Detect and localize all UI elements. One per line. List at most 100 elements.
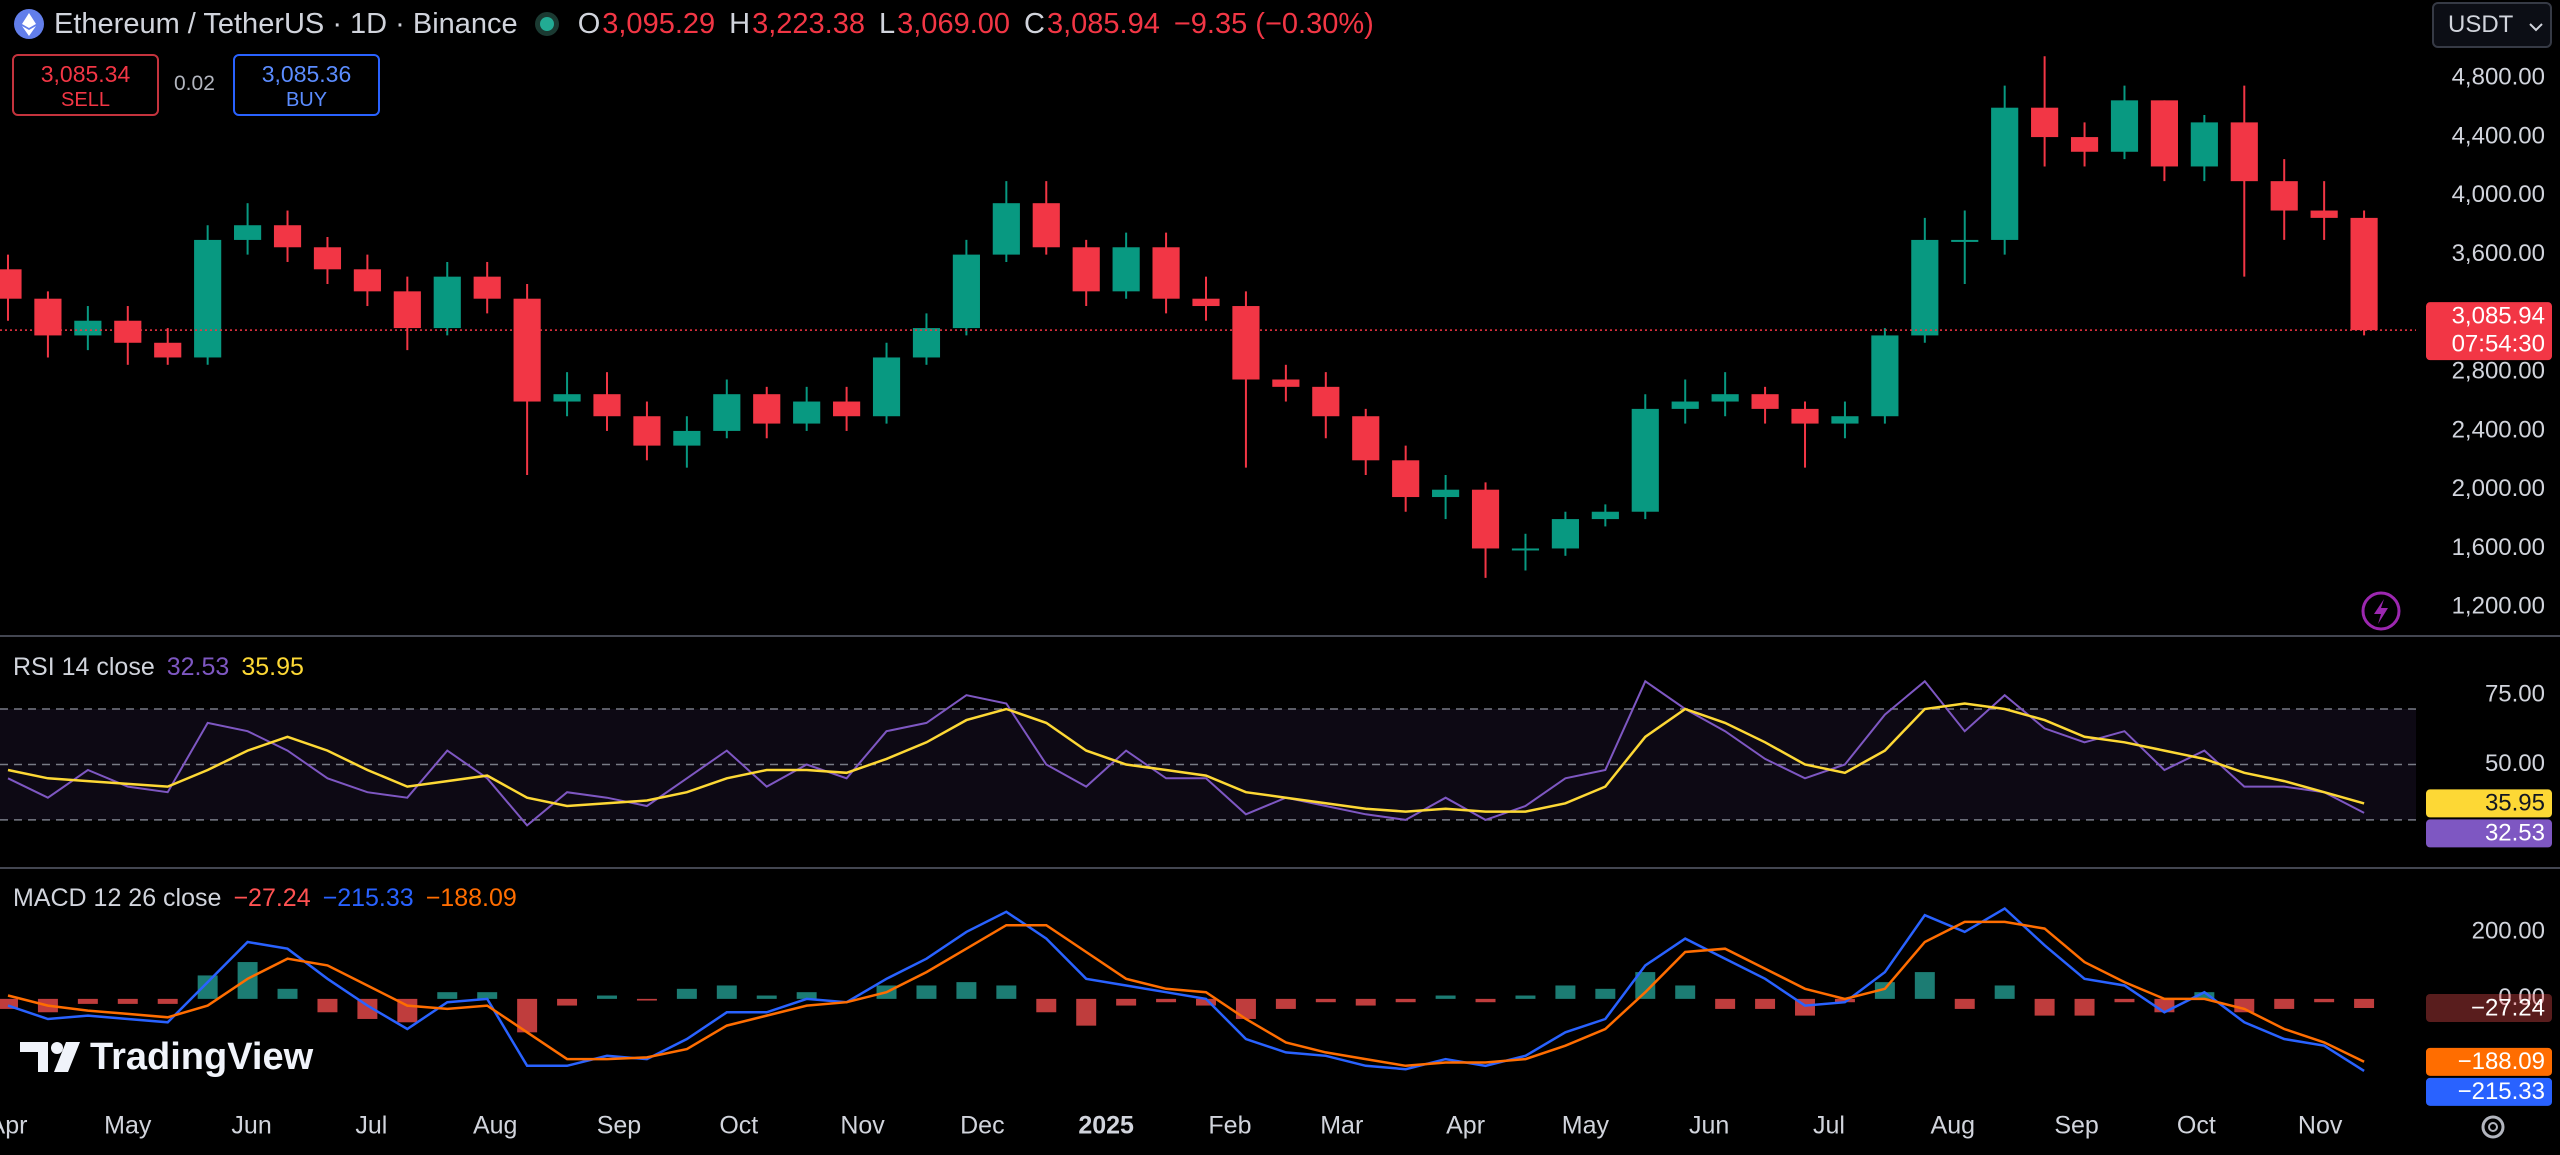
candle-body — [1471, 489, 1500, 549]
buy-button[interactable]: 3,085.36 BUY — [233, 54, 380, 116]
x-tick-label: Sep — [2054, 1112, 2098, 1140]
candle-body — [473, 276, 501, 299]
macd-histogram-bar — [2074, 998, 2095, 1016]
candle-body — [633, 416, 661, 446]
candle-body — [2270, 181, 2298, 211]
macd-histogram-bar — [197, 975, 218, 999]
y-tick-label: 2,800.00 — [2452, 357, 2545, 384]
ohlc-value: 3,069.00 — [897, 7, 1011, 40]
candle-body — [1751, 394, 1779, 409]
x-tick-label: Jun — [231, 1112, 271, 1140]
macd-histogram-bar — [956, 982, 977, 999]
candle-body — [1152, 247, 1180, 299]
ohlc-key: O — [577, 7, 601, 40]
ohlc-key: H — [729, 7, 751, 40]
candle-body — [1671, 401, 1699, 409]
last-price-tag-bg — [2426, 302, 2552, 361]
macd-histogram-bar — [517, 998, 538, 1033]
macd-histogram-bar — [796, 992, 817, 999]
candle-body — [1352, 416, 1380, 461]
macd-histogram-bar — [1036, 998, 1057, 1013]
candle-body — [753, 394, 781, 424]
macd-histogram-bar — [1675, 985, 1696, 999]
buy-price: 3,085.36 — [261, 61, 352, 87]
macd-histogram-bar — [557, 998, 578, 1006]
price-tag-label: 35.95 — [2485, 790, 2545, 817]
macd-histogram-bar — [277, 988, 298, 999]
macd-histogram-bar — [1834, 998, 1855, 1003]
candle-body — [2310, 210, 2338, 218]
rsi-legend: RSI 14 close 32.53 35.95 — [13, 653, 316, 682]
countdown: 07:54:30 — [2452, 330, 2545, 357]
y-tick-label: 2,400.00 — [2452, 416, 2545, 443]
price-tag-bg — [2426, 1077, 2552, 1106]
y-tick-label: 200.00 — [2472, 917, 2545, 944]
macd-legend: MACD 12 26 close −27.24 −215.33 −188.09 — [13, 884, 529, 913]
sell-button[interactable]: 3,085.34 SELL — [12, 54, 159, 116]
candle-body — [513, 298, 541, 402]
y-tick-label: 4,800.00 — [2452, 64, 2545, 91]
macd-histogram-bar — [1874, 982, 1895, 999]
lightning-icon[interactable] — [2361, 591, 2401, 631]
candle-body — [0, 269, 22, 299]
candle-body — [1232, 306, 1260, 380]
candle-body — [553, 394, 581, 402]
macd-histogram-bar — [1116, 998, 1137, 1006]
ohlc-key: C — [1024, 7, 1045, 40]
ohlc-value: 3,223.38 — [752, 7, 865, 40]
x-tick-label: Aug — [473, 1112, 517, 1140]
macd-histogram-bar — [2194, 992, 2215, 999]
macd-histogram-bar — [1275, 998, 1296, 1009]
x-tick-label: Nov — [2298, 1112, 2343, 1140]
price-tag: −27.24 — [2426, 993, 2552, 1022]
candle-body — [952, 254, 980, 329]
x-tick-label: Jul — [355, 1112, 387, 1140]
macd-histogram-bar — [1235, 998, 1256, 1019]
price-tag-label: 32.53 — [2485, 820, 2545, 847]
candle-body — [114, 320, 142, 343]
macd-histogram-bar — [77, 998, 98, 1004]
x-tick-label: Oct — [2177, 1112, 2216, 1140]
currency-select[interactable]: USDT — [2432, 2, 2552, 48]
macd-histogram-bar — [1435, 995, 1456, 999]
candle-body — [1272, 379, 1300, 387]
x-tick-label: Jul — [1813, 1112, 1845, 1140]
macd-histogram-bar — [117, 998, 138, 1004]
settings-icon[interactable] — [2481, 1115, 2505, 1139]
macd-histogram-bar — [1196, 998, 1216, 1006]
macd-histogram-bar — [1555, 985, 1576, 999]
macd-histogram-bar — [1954, 998, 1975, 1009]
candle-body — [393, 291, 421, 329]
x-tick-label: Apr — [1446, 1112, 1485, 1140]
candle-body — [1711, 394, 1739, 402]
macd-histogram-bar — [2154, 998, 2175, 1013]
macd-histogram-bar — [357, 998, 378, 1019]
candle-body — [1511, 548, 1540, 551]
macd-histogram-bar — [1994, 985, 2015, 999]
sell-label: SELL — [61, 89, 110, 111]
macd-histogram-bar — [676, 988, 697, 999]
candle-body — [1551, 519, 1579, 549]
candle-body — [992, 203, 1020, 255]
macd-title: MACD 12 26 close — [13, 884, 222, 912]
candle-body — [1032, 203, 1060, 248]
macd-histogram-bar — [597, 995, 617, 999]
macd-histogram-bar — [636, 998, 657, 1001]
candle-body — [1791, 408, 1819, 424]
candle-body — [1871, 335, 1899, 417]
macd-histogram-bar — [397, 998, 418, 1023]
ohlc-value: 3,095.29 — [602, 7, 716, 40]
candle-body — [2230, 122, 2258, 182]
candle-body — [433, 276, 461, 329]
price-tag-label: −188.09 — [2458, 1048, 2545, 1075]
macd-value: −215.33 — [322, 884, 414, 912]
candle-body — [2110, 100, 2139, 152]
y-tick-label: 4,000.00 — [2452, 181, 2545, 208]
x-tick-label: Apr — [0, 1112, 27, 1140]
x-tick-label: Oct — [719, 1112, 758, 1140]
candle-body — [912, 328, 941, 358]
candle-body — [2150, 100, 2178, 167]
candle-body — [1631, 408, 1659, 512]
candle-body — [2350, 217, 2378, 331]
